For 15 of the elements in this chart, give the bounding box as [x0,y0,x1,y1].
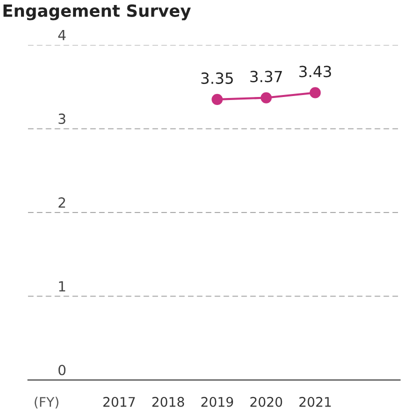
x-tick-label: 2021 [299,396,331,407]
x-tick-label: 2020 [250,396,282,407]
x-tick-label: 2018 [152,396,184,407]
x-tick-label: 2019 [201,396,234,407]
y-tick-label: 4 [58,30,66,40]
data-label: 3.43 [299,66,331,78]
data-label: 3.35 [201,72,233,84]
x-axis-title: (FY) [34,396,58,409]
y-tick-label: 3 [58,114,66,124]
x-tick-label: 2017 [103,396,135,407]
chart-title: Engagement Survey [4,4,191,20]
y-tick-label: 1 [59,281,66,292]
data-label: 3.37 [250,70,282,82]
y-tick-label: 0 [58,364,66,376]
y-tick-label: 2 [58,197,66,208]
